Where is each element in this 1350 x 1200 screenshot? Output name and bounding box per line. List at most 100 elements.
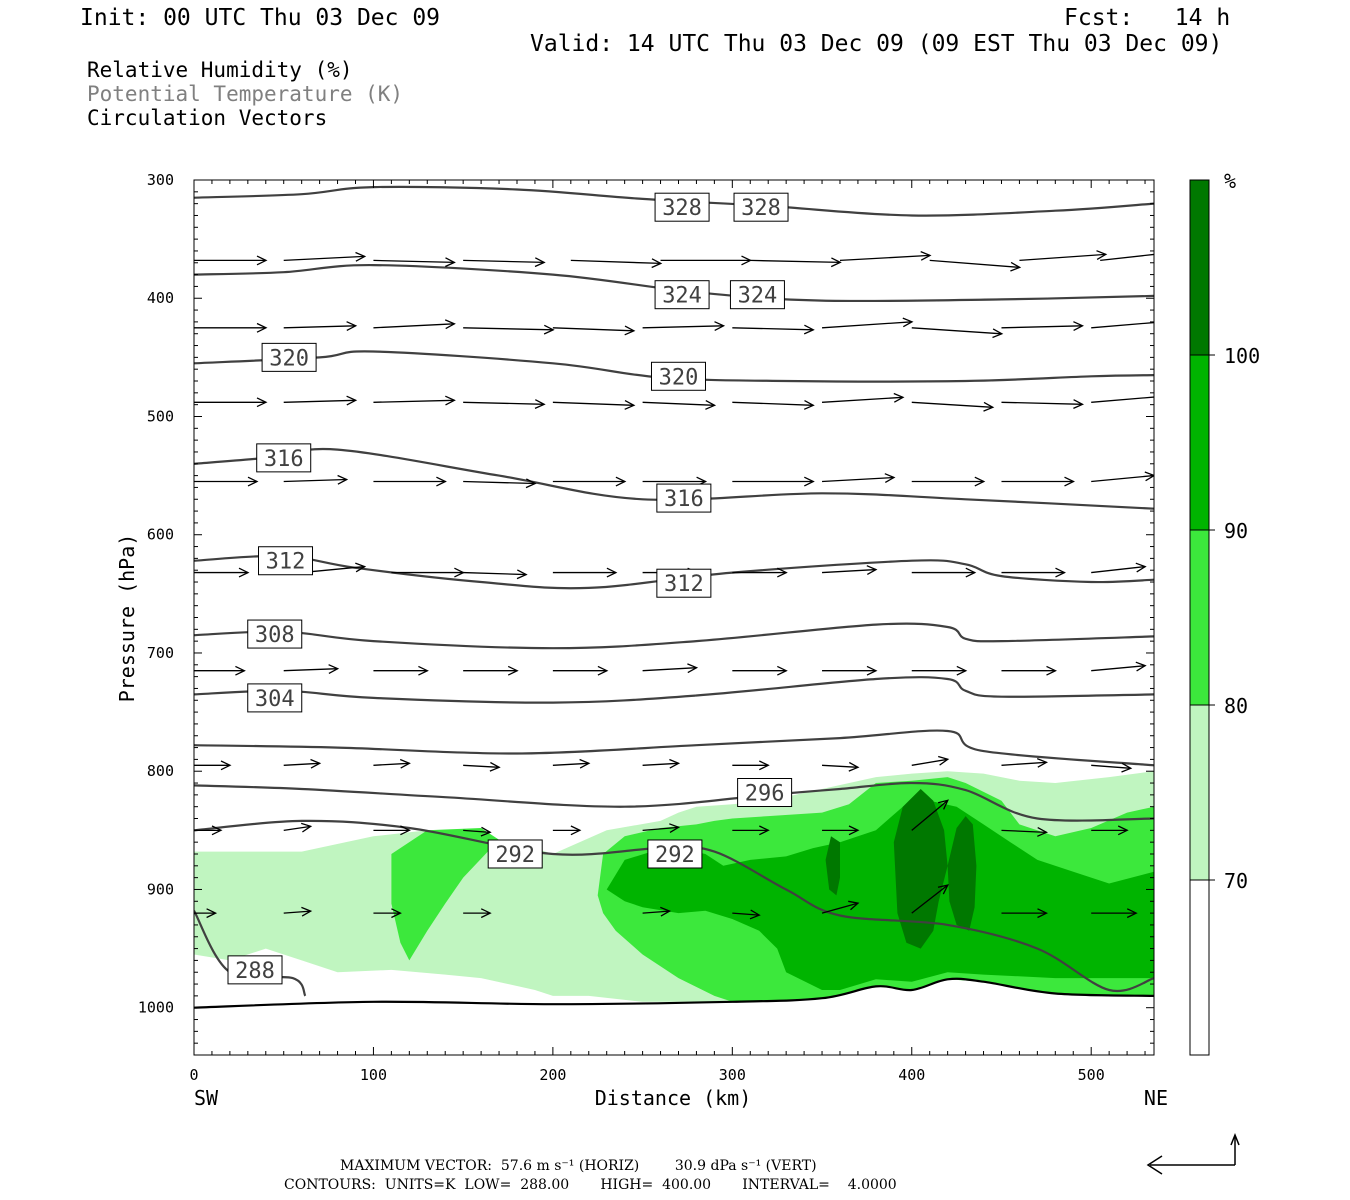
vector-arrow <box>732 324 815 335</box>
vector-arrow <box>642 758 681 769</box>
theta-label-box <box>733 192 789 222</box>
vector-shaft <box>1001 401 1083 405</box>
vector-arrow <box>373 395 456 406</box>
theta-contour-308 <box>194 622 1154 650</box>
vector-head <box>301 906 313 917</box>
y-tick-label: 1000 <box>138 999 174 1017</box>
vector-arrow <box>552 325 636 336</box>
vector-head <box>714 321 726 331</box>
colorbar-segment <box>1189 704 1210 881</box>
theta-label-text: 316 <box>264 447 304 472</box>
theta-contour-300 <box>194 729 1154 767</box>
vector-head <box>391 908 402 919</box>
vector-arrow <box>194 665 246 676</box>
theta-label-text: 320 <box>659 365 699 390</box>
vector-head <box>1073 399 1084 409</box>
vector-shaft <box>463 764 500 768</box>
vector-head <box>606 567 618 578</box>
reference-vector-icon <box>1146 1132 1240 1175</box>
vector-arrow <box>283 664 340 674</box>
theta-label-box <box>647 839 703 869</box>
vector-head <box>848 900 860 911</box>
vector-shaft <box>821 902 859 914</box>
vector-arrow <box>732 760 770 771</box>
vector-head <box>445 257 456 268</box>
theta-label-text: 292 <box>655 843 695 868</box>
theta-label-text: 320 <box>269 346 309 371</box>
vector-arrow <box>911 755 950 766</box>
vector-arrow <box>1091 825 1129 836</box>
vector-head <box>310 758 322 769</box>
vector-arrow <box>552 825 582 836</box>
vector-arrow <box>373 908 402 919</box>
theta-contour-328 <box>194 185 1154 217</box>
vector-head <box>1064 476 1075 487</box>
vector-head <box>235 665 246 676</box>
vector-arrow <box>911 665 968 676</box>
theta-label-box <box>256 443 312 473</box>
vector-head <box>983 401 995 412</box>
vector-head <box>848 825 860 836</box>
rh-area-100-4 <box>893 789 948 949</box>
vector-shaft <box>1001 761 1047 766</box>
theta-label-box <box>247 683 303 713</box>
vector-head <box>238 567 250 578</box>
y-tick-label: 900 <box>147 880 174 898</box>
vector-shaft <box>463 401 545 405</box>
vector-head <box>624 325 636 336</box>
vector-shaft <box>642 325 724 329</box>
vector-arrow <box>732 567 788 578</box>
vector-arrow <box>822 825 860 836</box>
vector-head <box>1135 562 1147 573</box>
y-tick-label: 400 <box>147 289 174 307</box>
vector-head <box>516 569 528 580</box>
vector-arrow <box>911 476 986 487</box>
vector-shaft <box>552 327 634 332</box>
vector-head <box>301 822 313 833</box>
vector-head <box>669 823 681 833</box>
vector-head <box>489 761 501 772</box>
vector-head <box>579 758 591 769</box>
colorbar-segment <box>1189 879 1210 1056</box>
vector-arrow <box>463 826 492 837</box>
y-tick-label: 500 <box>147 407 174 425</box>
vector-arrow <box>1091 562 1147 574</box>
vector-shaft <box>642 401 715 406</box>
vector-shaft <box>283 325 356 329</box>
vector-arrow <box>1001 827 1048 837</box>
vector-shaft <box>839 254 931 262</box>
theta-label-324-0: 324 <box>654 280 710 310</box>
colorbar-segment <box>1189 179 1210 356</box>
vector-shaft <box>911 799 949 831</box>
theta-label-text: 296 <box>745 782 785 807</box>
vector-arrow <box>194 760 232 771</box>
vector-head <box>346 395 358 406</box>
x-tick-label: 400 <box>898 1066 925 1084</box>
vector-shaft <box>463 480 536 485</box>
vector-shaft <box>732 912 760 916</box>
vector-shaft <box>911 327 1002 335</box>
vector-arrow <box>373 476 447 487</box>
theta-label-text: 288 <box>235 959 275 984</box>
vector-shaft <box>1091 321 1154 329</box>
theta-label-box <box>258 546 314 576</box>
vector-head <box>830 257 842 268</box>
theta-label-308-0: 308 <box>247 619 303 649</box>
theta-label-316-0: 316 <box>256 443 312 473</box>
vector-head <box>749 909 761 920</box>
colorbar-label: 100 <box>1224 344 1260 368</box>
vector-head <box>480 908 492 919</box>
vector-shaft <box>822 476 895 483</box>
vector-head <box>1010 261 1022 272</box>
vector-head <box>543 324 555 335</box>
vector-shaft <box>1019 253 1106 262</box>
vector-arrow <box>373 257 456 268</box>
vector-arrow <box>1091 661 1147 672</box>
theta-label-box <box>247 619 303 649</box>
theta-label-box <box>737 778 793 807</box>
vector-arrow <box>911 327 1004 339</box>
vector-arrow <box>194 397 268 408</box>
vector-arrow <box>1001 476 1075 487</box>
vector-shaft <box>732 401 814 406</box>
vector-shaft <box>283 668 338 672</box>
